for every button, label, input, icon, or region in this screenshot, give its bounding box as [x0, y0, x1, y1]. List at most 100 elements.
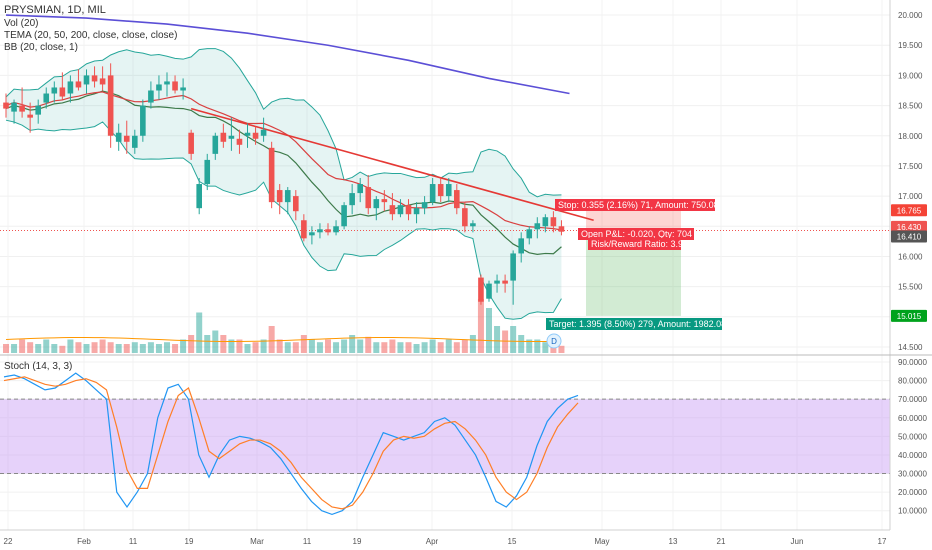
- volume-bar: [389, 339, 396, 353]
- indicator-bb[interactable]: BB (20, close, 1): [4, 42, 78, 53]
- risk-reward-label-bg: [588, 238, 681, 250]
- stoch-d-line: [3, 376, 579, 510]
- volume-bar: [51, 344, 58, 353]
- price-axis-label: 17.500: [898, 162, 923, 171]
- volume-bar: [316, 342, 323, 353]
- candle-body: [284, 190, 291, 203]
- volume-bar: [228, 339, 235, 353]
- volume-bar: [494, 326, 501, 353]
- last-price-tag-bg: [891, 230, 927, 243]
- dividend-icon: [546, 333, 562, 349]
- candle-body: [3, 102, 9, 109]
- candle-body: [534, 223, 541, 230]
- volume-bar: [204, 335, 211, 353]
- candle-body: [43, 93, 50, 103]
- candle-body: [510, 253, 516, 281]
- price-axis-label: 18.500: [898, 102, 923, 111]
- volume-bar: [276, 339, 283, 353]
- candle-body: [341, 205, 347, 227]
- last-price-tag: 16.410: [897, 233, 922, 242]
- volume-bar: [349, 335, 356, 353]
- volume-bar: [107, 342, 114, 353]
- volume-bar: [188, 335, 195, 353]
- candle-body: [244, 132, 251, 136]
- candle-body: [75, 81, 82, 88]
- candle-body: [252, 132, 259, 139]
- candle-body: [35, 105, 41, 115]
- time-axis[interactable]: 22 Feb 11 19 Mar 11 19 Apr 15 May 13 21 Jun 17: [4, 537, 887, 546]
- stoch-axis-label: 30.0000: [898, 470, 927, 479]
- stop-label-bg: [555, 199, 715, 211]
- volume-bar: [292, 342, 299, 353]
- volume-bar: [83, 344, 90, 353]
- target-label-bg: [546, 318, 722, 330]
- time-axis-label: 22: [4, 537, 13, 546]
- volume-bar: [341, 339, 348, 353]
- target-label: Target: 1.395 (8.50%) 279, Amount: 1982.…: [549, 319, 726, 329]
- trend-line: [190, 107, 594, 222]
- candle-body: [196, 184, 202, 209]
- volume-bar: [405, 342, 412, 353]
- volume-bar: [43, 339, 50, 353]
- volume-bar: [397, 342, 404, 353]
- volume-bar: [244, 344, 251, 353]
- candle-body: [172, 81, 178, 91]
- candle-body: [164, 81, 170, 85]
- price-axis[interactable]: 20.000 19.500 19.000 18.500 18.000 17.500 17.0…: [898, 11, 923, 352]
- time-axis-label: May: [594, 537, 609, 546]
- candle-body: [11, 102, 17, 112]
- volume-bar: [19, 339, 26, 353]
- volume-bar: [357, 339, 364, 353]
- volume-bar: [115, 344, 122, 353]
- candle-body: [27, 114, 33, 118]
- stop-label: Stop: 0.355 (2.16%) 71, Amount: 750.08: [558, 200, 719, 210]
- symbol-title[interactable]: PRYSMIAN, 1D, MIL: [4, 4, 106, 16]
- price-axis-label: 19.000: [898, 71, 923, 80]
- price-axis-label: 17.000: [898, 192, 923, 201]
- volume-bar: [510, 326, 517, 353]
- stoch-axis-label: 80.0000: [898, 377, 927, 386]
- candle-body: [462, 208, 468, 227]
- candle-body: [204, 159, 211, 185]
- indicator-vol[interactable]: Vol (20): [4, 18, 39, 29]
- volume-bar: [268, 326, 275, 353]
- candle-body: [140, 105, 146, 136]
- volume-bar: [260, 339, 267, 353]
- volume-bar: [445, 339, 452, 353]
- time-axis-label: Feb: [77, 537, 91, 546]
- candle-body: [260, 129, 267, 136]
- candle-body: [301, 220, 307, 239]
- volume-bar: [99, 339, 106, 353]
- volume-bar: [67, 339, 74, 353]
- indicator-lines: [5, 14, 594, 255]
- price-axis-label: 19.500: [898, 41, 923, 50]
- stoch-axis[interactable]: 90.0000 80.0000 70.0000 60.0000 50.0000 40.00…: [898, 358, 927, 516]
- target-price-tag: 15.015: [897, 312, 922, 321]
- time-axis-label: Apr: [426, 537, 439, 546]
- candle-body: [405, 205, 412, 215]
- risk-reward-label: Risk/Reward Ratio: 3.93: [591, 239, 688, 249]
- candle-body: [558, 226, 565, 232]
- candle-body: [365, 187, 372, 209]
- candle-body: [83, 75, 90, 85]
- candle-body: [236, 138, 243, 145]
- candle-body: [421, 202, 428, 209]
- stop-price-tag-bg: [891, 204, 927, 217]
- volume-bar: [3, 344, 9, 353]
- volume-bar: [123, 344, 130, 353]
- candlesticks: [3, 63, 565, 305]
- volume-bar: [147, 342, 154, 353]
- time-axis-label: 11: [303, 537, 312, 546]
- volume-bar: [59, 345, 66, 353]
- volume-bar: [139, 344, 146, 353]
- stoch-label[interactable]: Stoch (14, 3, 3): [4, 361, 73, 372]
- volume-bar: [131, 342, 138, 353]
- indicator-tema[interactable]: TEMA (20, 50, 200, close, close, close): [4, 30, 178, 41]
- candle-body: [123, 135, 130, 142]
- candle-body: [470, 223, 476, 227]
- volume-bar: [308, 339, 315, 353]
- position-labels[interactable]: Stop: 0.355 (2.16%) 71, Amount: 750.08 Op…: [546, 199, 726, 349]
- time-axis-label: 17: [878, 537, 887, 546]
